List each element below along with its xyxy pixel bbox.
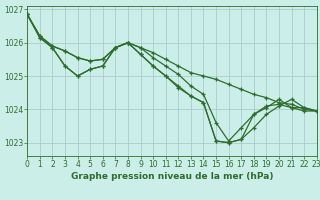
X-axis label: Graphe pression niveau de la mer (hPa): Graphe pression niveau de la mer (hPa) (71, 172, 273, 181)
